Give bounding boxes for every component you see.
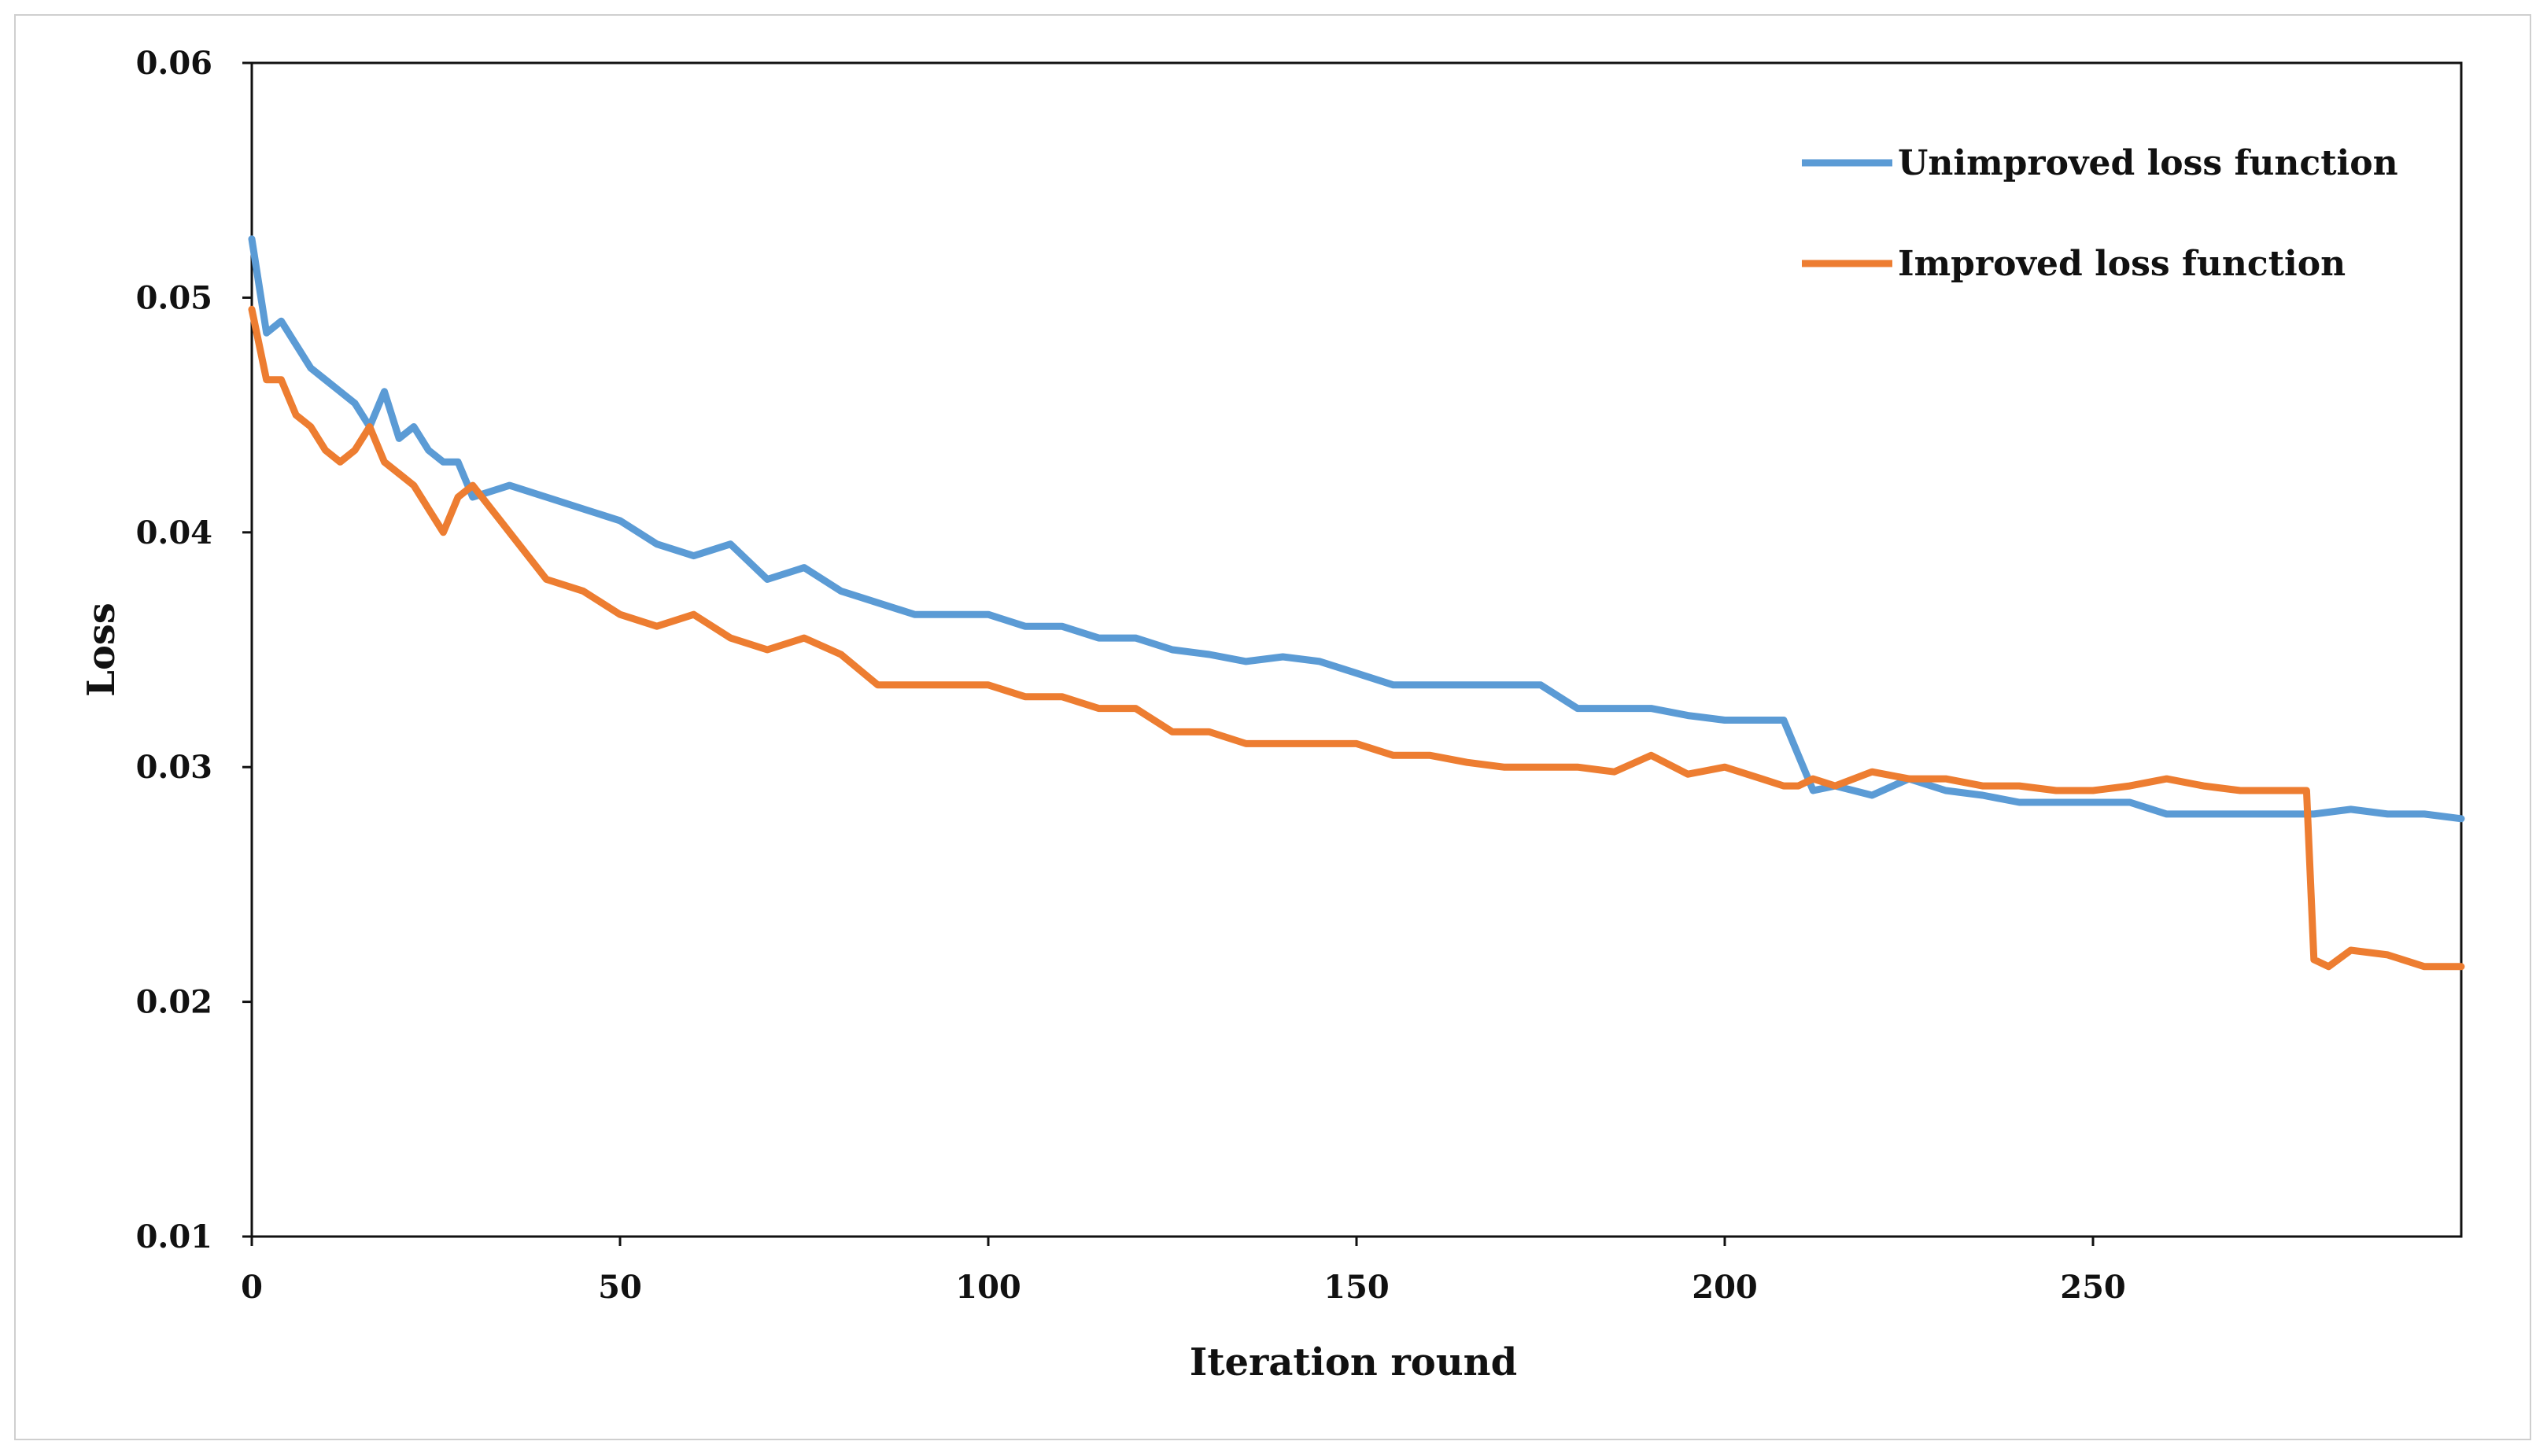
plot-border <box>250 61 2463 1238</box>
x-tick-label: 0 <box>241 1269 263 1306</box>
legend-label-improved: Improved loss function <box>1898 244 2346 284</box>
y-tick-label: 0.01 <box>136 1218 212 1255</box>
plot-area <box>250 61 2463 1238</box>
x-tick-label: 200 <box>1692 1269 1758 1306</box>
x-tick-label: 100 <box>955 1269 1021 1306</box>
y-tick-label: 0.02 <box>136 984 212 1021</box>
y-tick-label: 0.04 <box>136 514 212 551</box>
figure-frame <box>14 14 2531 1440</box>
series-line-improved <box>248 305 2465 971</box>
x-tick-label: 250 <box>2060 1269 2126 1306</box>
y-tick-label: 0.05 <box>136 279 212 316</box>
legend-label-unimproved: Unimproved loss function <box>1898 143 2398 183</box>
series-lines <box>248 235 2465 971</box>
x-axis-title: Iteration round <box>1190 1340 1517 1384</box>
legend: Unimproved loss function Improved loss f… <box>1802 143 2398 284</box>
y-axis-title: Loss <box>79 603 124 697</box>
x-tick-label: 150 <box>1323 1269 1390 1306</box>
series-line-unimproved <box>248 235 2465 823</box>
y-tick-label: 0.06 <box>136 45 212 82</box>
axis-ticks: 0.01 0.02 0.03 0.04 0.05 0.06 0 50 100 150 200 250 <box>136 45 2126 1306</box>
y-tick-label: 0.03 <box>136 749 212 786</box>
x-tick-label: 50 <box>598 1269 642 1306</box>
